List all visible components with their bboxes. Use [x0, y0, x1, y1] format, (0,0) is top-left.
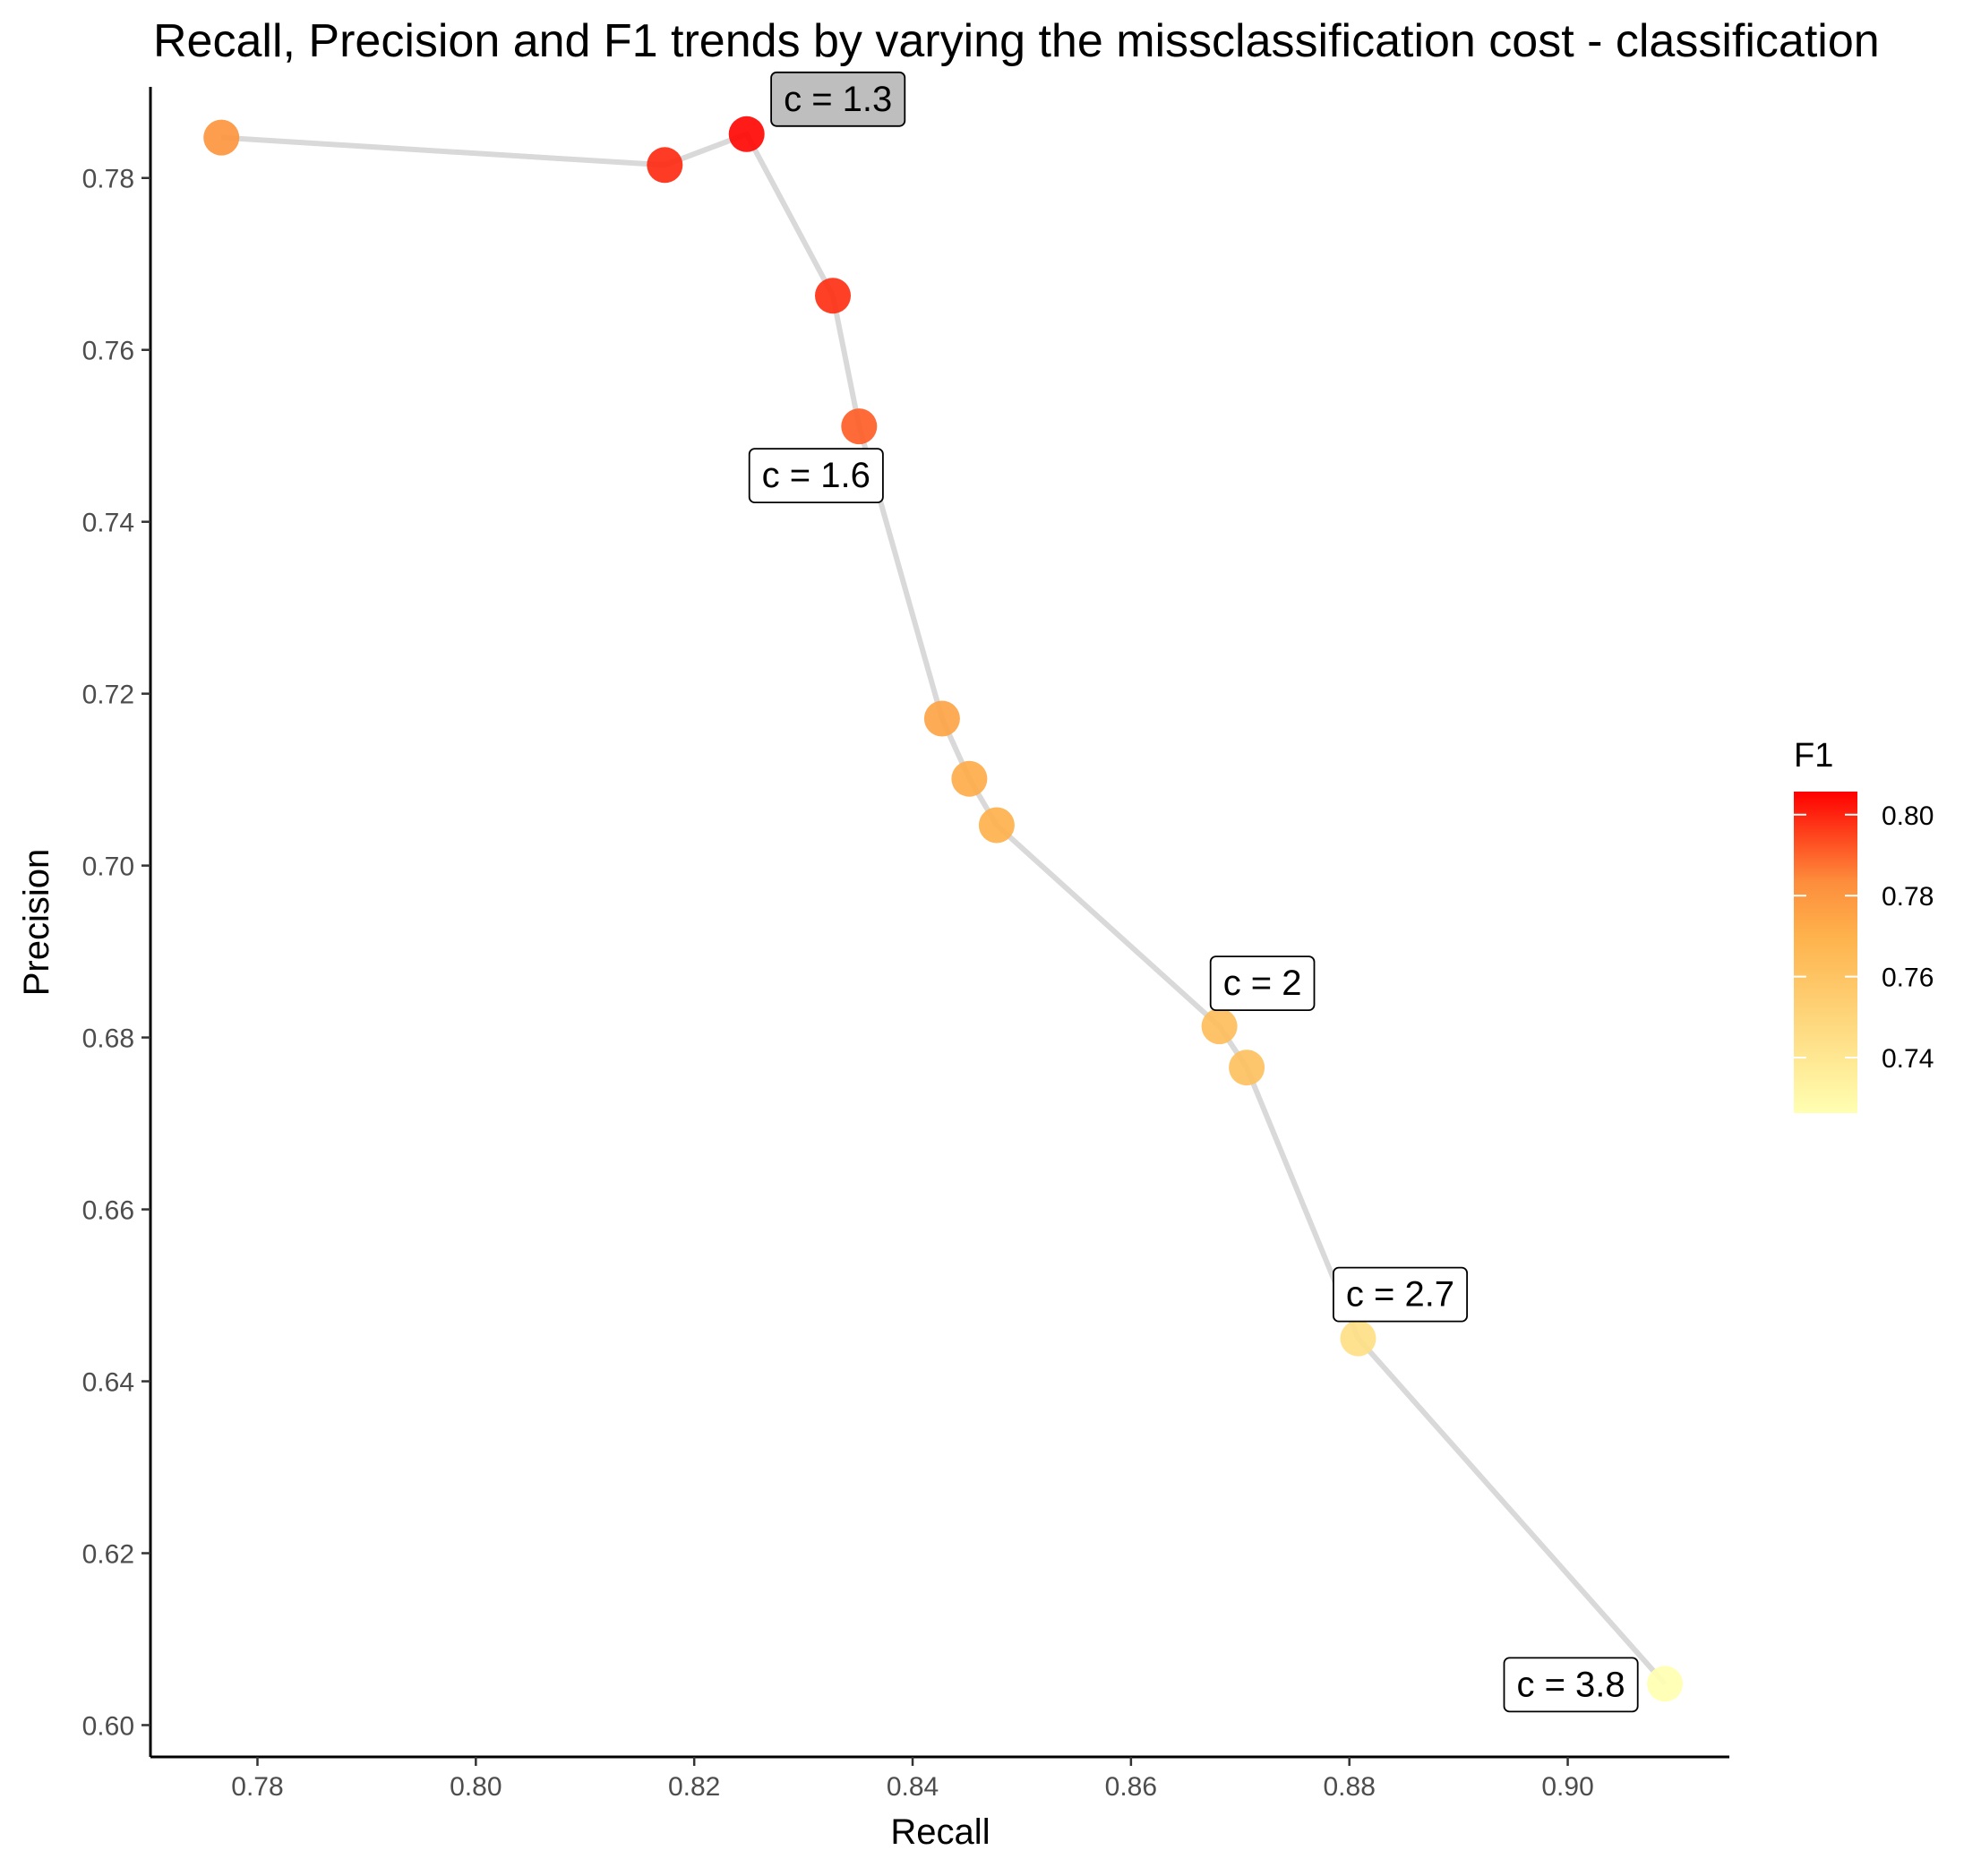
y-tick-label: 0.64 — [82, 1368, 134, 1398]
legend: F1 0.74 0.76 0.78 0.80 — [1794, 737, 1934, 1113]
point-annotations: c = 1.3 c = 1.6 c = 2 c = 2.7 c = 3.8 — [748, 71, 1639, 1713]
data-point — [951, 760, 988, 797]
data-point — [1647, 1666, 1684, 1702]
y-ticks: 0.60 0.62 0.64 0.66 0.68 0.70 0.72 0.74 0.76 0.78 — [82, 165, 150, 1741]
y-axis: 0.60 0.62 0.64 0.66 0.68 0.70 0.72 0.74 0.76 0.78… — [17, 87, 152, 1757]
data-point — [728, 116, 765, 152]
annotation-label: c = 2 — [1209, 955, 1316, 1011]
legend-tick-label: 0.78 — [1882, 882, 1934, 912]
y-axis-title: Precision — [17, 849, 56, 997]
data-points — [203, 116, 1684, 1702]
legend-colorbar — [1794, 792, 1857, 1113]
annotation-text: c = 3.8 — [1516, 1665, 1625, 1704]
annotation-box — [770, 71, 906, 127]
annotation-label: c = 1.3 — [770, 71, 906, 127]
annotation-label: c = 2.7 — [1333, 1266, 1469, 1323]
data-point — [203, 119, 240, 156]
x-tick-label: 0.90 — [1541, 1772, 1593, 1802]
annotation-box — [1333, 1266, 1469, 1323]
x-tick-label: 0.88 — [1324, 1772, 1376, 1802]
x-tick-label: 0.78 — [231, 1772, 283, 1802]
legend-title: F1 — [1794, 737, 1833, 775]
legend-tick-label: 0.74 — [1882, 1044, 1934, 1074]
annotation-text: c = 2.7 — [1346, 1275, 1454, 1315]
plot-area: c = 1.3 c = 1.6 c = 2 c = 2.7 c = 3.8 — [203, 71, 1684, 1713]
legend-ticks: 0.74 0.76 0.78 0.80 — [1794, 801, 1934, 1074]
annotation-text: c = 2 — [1223, 964, 1302, 1003]
x-tick-label: 0.80 — [450, 1772, 502, 1802]
annotation-box — [748, 448, 884, 504]
chart-title: Recall, Precision and F1 trends by varyi… — [153, 15, 1880, 67]
annotation-text: c = 1.6 — [762, 456, 870, 495]
y-tick-label: 0.68 — [82, 1024, 134, 1054]
legend-tick-label: 0.76 — [1882, 964, 1934, 993]
y-tick-label: 0.66 — [82, 1196, 134, 1226]
y-tick-label: 0.76 — [82, 337, 134, 366]
annotation-label: c = 3.8 — [1503, 1657, 1639, 1713]
y-tick-label: 0.62 — [82, 1540, 134, 1570]
annotation-box — [1503, 1657, 1639, 1713]
data-point — [1229, 1049, 1265, 1086]
data-point — [815, 278, 851, 314]
connecting-line — [221, 131, 1668, 1686]
x-tick-label: 0.84 — [887, 1772, 939, 1802]
data-point — [841, 408, 878, 445]
data-point — [923, 700, 960, 737]
y-tick-label: 0.72 — [82, 681, 134, 710]
x-axis: 0.78 0.80 0.82 0.84 0.86 0.88 0.90 Recall — [150, 1755, 1729, 1852]
x-ticks: 0.78 0.80 0.82 0.84 0.86 0.88 0.90 — [231, 1757, 1594, 1802]
data-point — [1201, 1008, 1238, 1045]
x-tick-label: 0.82 — [668, 1772, 720, 1802]
y-tick-label: 0.74 — [82, 509, 134, 538]
data-point — [1340, 1320, 1376, 1357]
y-tick-label: 0.78 — [82, 165, 134, 194]
y-tick-label: 0.60 — [82, 1711, 134, 1741]
legend-tick-label: 0.80 — [1882, 801, 1934, 831]
y-tick-label: 0.70 — [82, 852, 134, 882]
annotation-text: c = 1.3 — [784, 80, 892, 119]
x-axis-title: Recall — [890, 1812, 990, 1852]
data-point — [978, 807, 1015, 844]
annotation-box — [1209, 955, 1316, 1011]
annotation-label: c = 1.6 — [748, 448, 884, 504]
data-point — [647, 147, 683, 184]
x-tick-label: 0.86 — [1105, 1772, 1157, 1802]
